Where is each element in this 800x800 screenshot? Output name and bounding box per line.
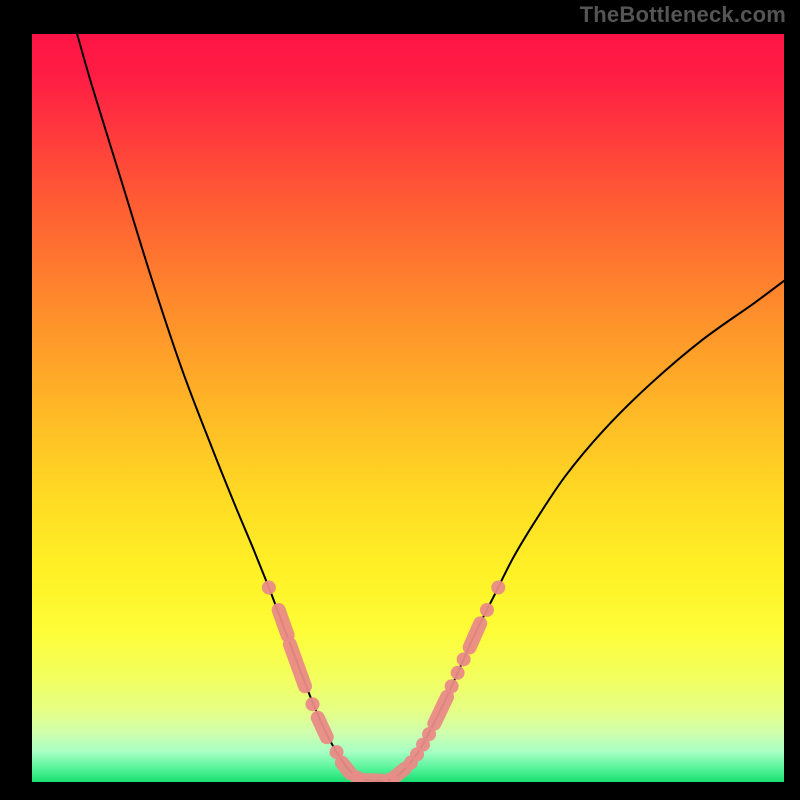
curve-marker-dot <box>480 603 494 617</box>
curve-marker-dot <box>451 666 465 680</box>
curve-marker-dot <box>491 581 505 595</box>
curve-marker-dot <box>445 679 459 693</box>
curve-marker-pill <box>396 769 405 776</box>
chart-background <box>32 34 784 782</box>
bottleneck-chart <box>32 34 784 782</box>
curve-marker-pill <box>318 718 327 737</box>
curve-marker-dot <box>262 581 276 595</box>
curve-marker-dot <box>457 652 471 666</box>
watermark-text: TheBottleneck.com <box>580 2 786 28</box>
chart-stage: TheBottleneck.com <box>0 0 800 800</box>
curve-marker-pill <box>342 763 350 773</box>
curve-marker-dot <box>306 697 320 711</box>
curve-marker-pill <box>470 623 481 647</box>
curve-marker-pill <box>279 610 288 635</box>
